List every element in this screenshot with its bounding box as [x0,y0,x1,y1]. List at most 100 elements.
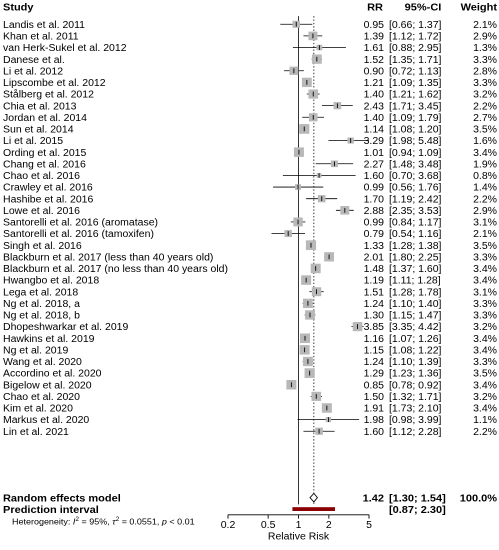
weight-value: 1.3% [473,43,497,54]
ci-value: [1.15; 1.47] [389,311,442,322]
i2-value: = 95%, [79,517,112,527]
study-label: Santorelli et al. 2016 (tamoxifen) [3,229,154,240]
i2-superscript: 2 [75,516,79,523]
ci-value: [0.54; 1.16] [389,229,442,240]
weight-value: 2.1% [473,20,497,31]
rr-value: 2.43 [364,101,385,112]
study-row: Li et al. 2012 0.90 [0.72; 1.13] 2.8% [3,66,497,78]
study-label: Chao et al. 2016 [3,171,80,182]
weight-value: 2.9% [473,32,497,43]
study-label: Singh et al. 2016 [3,241,82,252]
study-row: Khan et al. 2011 1.39 [1.12; 1.72] 2.9% [3,31,497,43]
study-row: Chao et al. 2016 1.60 [0.70; 3.68] 0.8% [3,171,497,182]
weight-value: 3.1% [473,288,497,299]
ci-value: [1.08; 1.22] [389,346,442,357]
i2-symbol: I [73,517,76,527]
weight-value: 3.3% [473,55,497,66]
study-row: Dhopeshwarkar et al. 2019 3.85 [3.35; 4.42… [3,322,497,333]
ci-value: [0.70; 3.68] [389,171,442,182]
header-study: Study [3,2,34,14]
study-row: Ng et al. 2018, a 1.24 [1.10; 1.40] 3.3% [3,298,497,310]
weight-value: 3.5% [473,241,497,252]
study-row: Markus et al. 2020 1.98 [0.98; 3.99] 1.1% [3,415,497,426]
study-row: Jordan et al. 2014 1.40 [1.09; 1.79] 2.7% [3,113,497,124]
study-row: Sun et al. 2014 1.14 [1.08; 1.20] 3.5% [3,124,497,135]
ci-value: [3.35; 4.42] [389,322,442,333]
study-label: Hwangbo et al. 2018 [3,276,100,287]
weight-value: 3.3% [473,311,497,322]
ci-value: [1.35; 1.71] [389,55,442,66]
ci-value: [0.88; 2.95] [389,43,442,54]
study-row: Ng et al. 2018, b 1.30 [1.15; 1.47] 3.3% [3,310,497,322]
weight-value: 3.3% [473,78,497,89]
ci-value: [0.84; 1.17] [389,218,442,229]
rr-value: 3.85 [364,322,385,333]
rr-value: 1.60 [364,427,385,438]
rr-value: 0.99 [364,183,385,194]
study-label: Wang et al. 2020 [3,357,82,368]
header-rr: RR [367,2,383,14]
study-row: Li et al. 2015 3.29 [1.98; 5.48] 1.6% [3,136,497,147]
study-row: Hwangbo et al. 2018 1.19 [1.11; 1.28] 3.4% [3,275,497,287]
x-tick-label: 5 [366,520,372,531]
prediction-ci: [0.87; 2.30] [389,504,446,516]
study-label: Blackburn et al. 2017 (no less than 40 y… [3,264,228,275]
study-label: Landis et al. 2011 [3,20,85,31]
summary-weight: 100.0% [460,493,498,505]
study-label: Santorelli et al. 2016 (aromatase) [3,218,158,229]
study-label: Kim et al. 2020 [3,404,73,415]
rr-value: 1.33 [364,241,385,252]
header-weight: Weight [461,2,498,14]
study-label: Lowe et al. 2016 [3,206,80,217]
study-row: Chang et al. 2016 2.27 [1.48; 3.48] 1.9% [3,160,497,171]
study-label: Danese et al. [3,55,65,66]
x-tick-label: 0.5 [261,520,276,531]
study-row: Lipscombe et al. 2012 1.21 [1.09; 1.35] 3.3… [3,77,497,89]
study-row: Santorelli et al. 2016 (aromatase) 0.99 [0… [3,217,497,228]
ci-value: [1.37; 1.60] [389,264,442,275]
ci-value: [1.10; 1.40] [389,299,442,310]
rr-value: 1.30 [364,311,385,322]
rr-value: 2.88 [364,206,385,217]
study-label: Jordan et al. 2014 [3,113,87,124]
ci-value: [1.48; 3.48] [389,160,442,171]
study-label: Dhopeshwarkar et al. 2019 [3,322,129,333]
weight-value: 2.7% [473,113,497,124]
weight-value: 1.6% [473,136,497,147]
weight-value: 3.4% [473,346,497,357]
rr-value: 1.39 [364,32,385,43]
rr-value: 1.19 [364,276,385,287]
ci-value: [1.32; 1.71] [389,392,442,403]
weight-value: 2.1% [473,229,497,240]
weight-value: 3.4% [473,264,497,275]
study-row: Chia et al. 2013 2.43 [1.71; 3.45] 2.2% [3,101,497,112]
rr-value: 1.91 [364,404,385,415]
study-label: Chao et al. 2020 [3,392,80,403]
study-row: Ng et al. 2019 1.15 [1.08; 1.22] 3.4% [3,345,497,356]
study-label: Lin et al. 2021 [3,427,69,438]
p-symbol: p [161,517,167,527]
study-label: Ng et al. 2019 [3,346,69,357]
study-row: Singh et al. 2016 1.33 [1.28; 1.38] 3.5% [3,240,497,252]
summary-label: Random effects model [3,493,121,505]
study-label: Accordino et al. 2020 [3,369,102,380]
study-row: Lowe et al. 2016 2.88 [2.35; 3.53] 2.9% [3,206,497,217]
study-label: Chia et al. 2013 [3,101,77,112]
rr-value: 0.90 [364,67,385,78]
rr-value: 1.70 [364,195,385,206]
study-label: Stålberg et al. 2012 [3,89,94,101]
rr-value: 2.01 [364,253,385,264]
rr-value: 1.40 [364,90,385,101]
study-row: Crawley et al. 2016 0.99 [0.56; 1.76] 1.4% [3,183,497,194]
study-row: van Herk-Sukel et al. 2012 1.61 [0.88; 2.9… [3,43,497,54]
study-label: Li et al. 2015 [3,136,63,147]
ci-value: [1.07; 1.26] [389,334,442,345]
ci-value: [1.28; 1.78] [389,288,442,299]
rr-value: 1.21 [364,78,385,89]
ci-value: [2.35; 3.53] [389,206,442,217]
ci-value: [0.72; 1.13] [389,67,442,78]
rr-value: 1.40 [364,113,385,124]
rr-value: 1.61 [364,43,385,54]
study-row: Bigelow et al. 2020 0.85 [0.78; 0.92] 3.4% [3,379,497,391]
rr-value: 1.52 [364,55,385,66]
